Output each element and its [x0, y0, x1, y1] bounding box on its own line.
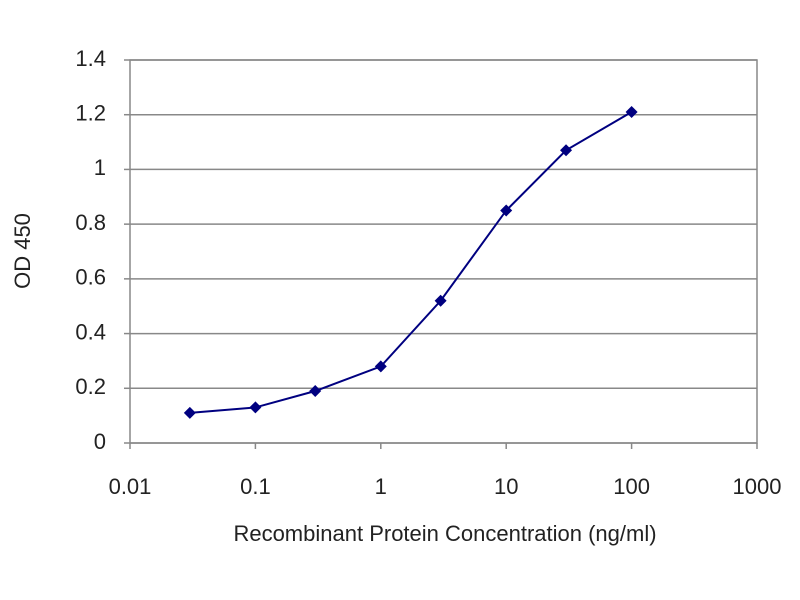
x-tick-label: 1000 [733, 474, 782, 499]
plot-area [129, 59, 758, 444]
y-tick-label: 0.4 [75, 319, 106, 344]
y-axis-label: OD 450 [10, 213, 35, 289]
data-point [309, 385, 322, 398]
y-tick-label: 0.6 [75, 265, 106, 290]
y-tick-label: 0.8 [75, 210, 106, 235]
data-point [500, 204, 513, 217]
x-tick-label: 0.1 [240, 474, 271, 499]
y-tick-label: 0.2 [75, 374, 106, 399]
data-point [374, 360, 387, 373]
x-tick-label: 1 [375, 474, 387, 499]
x-tick-label: 100 [613, 474, 650, 499]
data-point [249, 401, 262, 414]
y-tick-label: 0 [94, 429, 106, 454]
data-point [183, 406, 196, 419]
data-point [625, 105, 638, 118]
x-tick-label: 10 [494, 474, 518, 499]
y-tick-label: 1.2 [75, 101, 106, 126]
x-axis-label: Recombinant Protein Concentration (ng/ml… [233, 521, 656, 546]
data-point [434, 294, 447, 307]
data-point [560, 144, 573, 157]
data-line [189, 111, 633, 414]
y-tick-label: 1 [94, 155, 106, 180]
y-tick-label: 1.4 [75, 46, 106, 71]
x-tick-label: 0.01 [109, 474, 152, 499]
